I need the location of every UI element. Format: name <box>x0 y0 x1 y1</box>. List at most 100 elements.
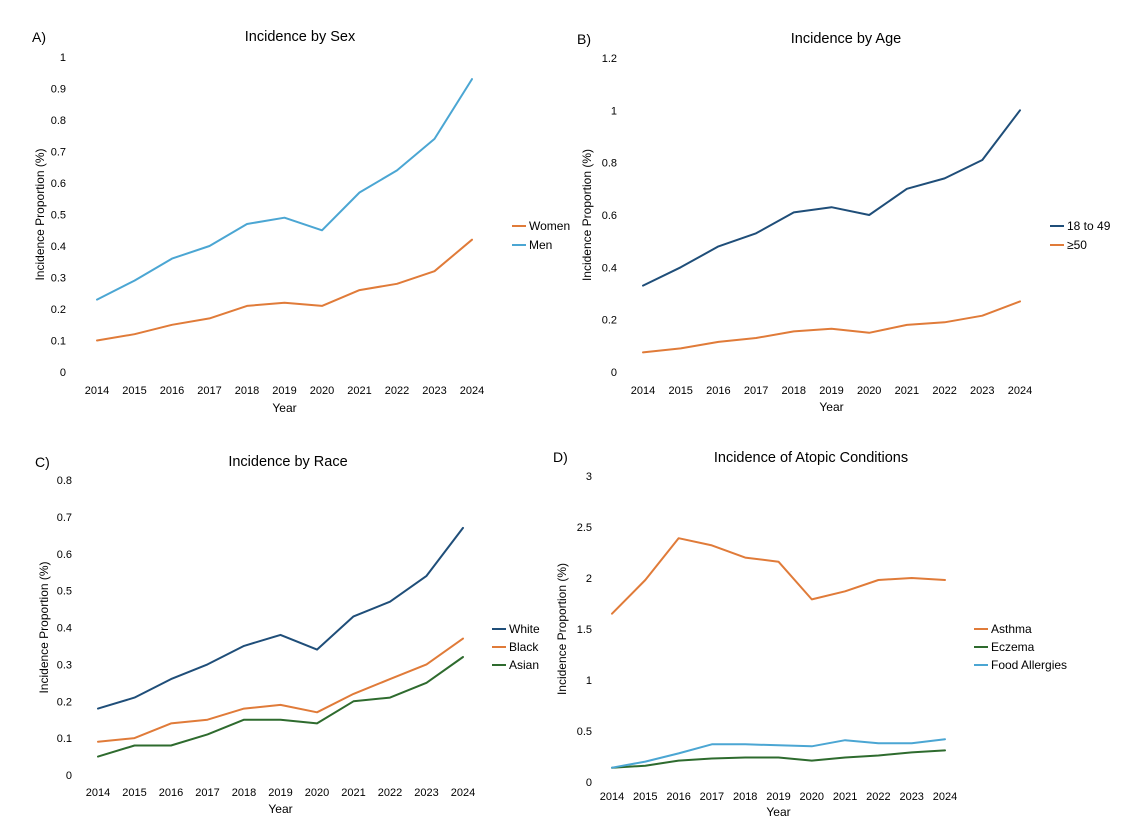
x-tick-label: 2015 <box>668 385 692 397</box>
panel-label: B) <box>577 31 591 47</box>
x-tick-label: 2015 <box>633 791 657 803</box>
legend-label: Men <box>529 238 552 252</box>
y-tick-label: 0.7 <box>51 147 66 159</box>
panel-label: C) <box>35 454 50 470</box>
x-tick-label: 2020 <box>305 787 329 799</box>
series-line-women <box>96 238 473 342</box>
y-tick-label: 0.3 <box>51 273 66 285</box>
x-tick-label: 2019 <box>766 791 790 803</box>
panel-c-incidence-by-race: C) Incidence by Race 0 0.1 0.2 0.3 0.4 0.5 0.6 0.… <box>35 454 540 816</box>
series-line-white <box>97 526 464 710</box>
x-tick-label: 2016 <box>706 385 730 397</box>
series-line-food-allergies <box>611 738 946 769</box>
chart-title: Incidence by Age <box>791 31 901 47</box>
x-tick-label: 2024 <box>451 787 475 799</box>
y-tick-label: 2 <box>586 573 592 585</box>
y-tick-label: 1 <box>586 675 592 687</box>
x-tick-label: 2019 <box>819 385 843 397</box>
x-tick-label: 2023 <box>970 385 994 397</box>
chart-title: Incidence by Race <box>228 454 347 470</box>
x-tick-label: 2021 <box>347 385 371 397</box>
y-tick-label: 0.7 <box>57 512 72 524</box>
y-tick-label: 1.5 <box>577 624 592 636</box>
panel-label: A) <box>32 29 46 45</box>
y-tick-label: 0.6 <box>51 178 66 190</box>
legend-label: Food Allergies <box>991 658 1067 672</box>
x-tick-label: 2015 <box>122 385 146 397</box>
x-tick-label: 2017 <box>197 385 221 397</box>
y-tick-label: 0.5 <box>577 726 592 738</box>
y-tick-label: 0.4 <box>602 262 617 274</box>
y-tick-label: 0.1 <box>51 336 66 348</box>
legend-label: 18 to 49 <box>1067 219 1111 233</box>
series-line-18-to-49 <box>642 109 1021 287</box>
x-axis-label: Year <box>268 802 292 816</box>
legend-label: Asthma <box>991 622 1032 636</box>
y-tick-label: 0.6 <box>602 210 617 222</box>
y-tick-label: 0.1 <box>57 733 72 745</box>
x-tick-label: 2023 <box>899 791 923 803</box>
series-line-eczema <box>611 749 946 769</box>
x-tick-label: 2022 <box>385 385 409 397</box>
x-tick-label: 2017 <box>195 787 219 799</box>
y-tick-label: 0.3 <box>57 659 72 671</box>
x-tick-label: 2022 <box>378 787 402 799</box>
x-tick-label: 2018 <box>232 787 256 799</box>
x-tick-label: 2024 <box>460 385 484 397</box>
x-axis-label: Year <box>272 401 296 415</box>
series-line-asian <box>97 656 464 758</box>
y-tick-label: 2.5 <box>577 522 592 534</box>
series-line-50 <box>642 300 1021 354</box>
y-tick-label: 1.2 <box>602 53 617 65</box>
x-tick-label: 2016 <box>159 787 183 799</box>
series-line-men <box>96 78 473 301</box>
y-tick-label: 0.8 <box>51 115 66 127</box>
chart-title: Incidence of Atopic Conditions <box>714 450 908 466</box>
y-tick-label: 0 <box>60 367 66 379</box>
x-tick-label: 2018 <box>782 385 806 397</box>
y-tick-label: 0 <box>611 367 617 379</box>
y-axis-label: Incidence Proportion (%) <box>33 148 47 280</box>
x-tick-label: 2020 <box>310 385 334 397</box>
x-tick-label: 2019 <box>268 787 292 799</box>
legend-label: Asian <box>509 658 539 672</box>
y-tick-label: 1 <box>611 105 617 117</box>
y-axis-label: Incidence Proportion (%) <box>555 563 569 695</box>
x-tick-label: 2016 <box>160 385 184 397</box>
y-tick-label: 0.8 <box>602 158 617 170</box>
y-tick-label: 0.4 <box>51 241 66 253</box>
x-tick-label: 2021 <box>341 787 365 799</box>
legend-label: Black <box>509 640 539 654</box>
y-tick-label: 0.2 <box>57 696 72 708</box>
x-tick-label: 2020 <box>800 791 824 803</box>
y-tick-label: 0.5 <box>57 586 72 598</box>
y-tick-label: 0 <box>586 777 592 789</box>
y-tick-label: 0.2 <box>602 315 617 327</box>
y-tick-label: 0.2 <box>51 304 66 316</box>
legend-label: ≥50 <box>1067 238 1087 252</box>
y-tick-label: 0 <box>66 770 72 782</box>
x-tick-label: 2023 <box>422 385 446 397</box>
x-tick-label: 2020 <box>857 385 881 397</box>
x-tick-label: 2014 <box>85 385 109 397</box>
y-tick-label: 3 <box>586 471 592 483</box>
y-tick-label: 0.5 <box>51 210 66 222</box>
panel-b-incidence-by-age: B) Incidence by Age 0 0.2 0.4 0.6 0.8 1 1.2 2014 2… <box>577 31 1111 414</box>
panel-d-atopic-conditions: D) Incidence of Atopic Conditions 0 0.5 1 1.5… <box>553 449 1067 819</box>
x-tick-label: 2022 <box>866 791 890 803</box>
y-tick-label: 0.6 <box>57 549 72 561</box>
x-tick-label: 2014 <box>600 791 624 803</box>
y-tick-label: 0.9 <box>51 84 66 96</box>
x-tick-label: 2024 <box>1008 385 1032 397</box>
legend-label: Women <box>529 219 570 233</box>
chart-title: Incidence by Sex <box>245 29 356 45</box>
y-tick-label: 1 <box>60 52 66 64</box>
x-tick-label: 2019 <box>272 385 296 397</box>
x-tick-label: 2024 <box>933 791 957 803</box>
legend-label: Eczema <box>991 640 1035 654</box>
x-tick-label: 2014 <box>631 385 655 397</box>
y-tick-label: 0.8 <box>57 475 72 487</box>
legend-label: White <box>509 622 540 636</box>
x-axis-label: Year <box>766 805 790 819</box>
